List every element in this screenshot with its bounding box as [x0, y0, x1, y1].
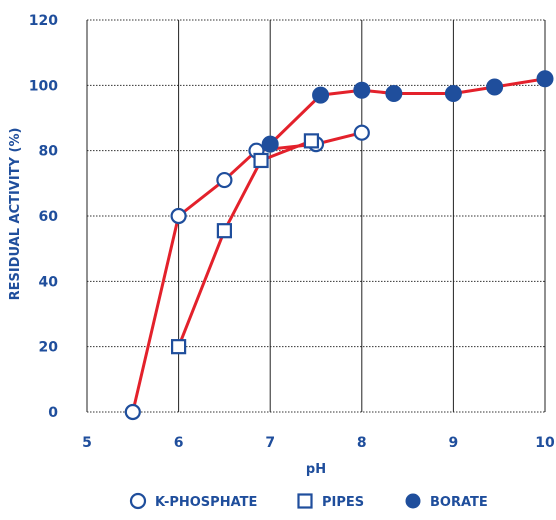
legend-item: PIPES [297, 493, 364, 510]
data-point-k-phosphate [170, 207, 187, 225]
data-point-k-phosphate [124, 403, 141, 421]
data-point-borate [385, 85, 403, 102]
data-point-pipes [216, 223, 232, 239]
series-markers [124, 70, 554, 421]
data-point-borate [312, 86, 330, 104]
series-lines [131, 77, 546, 413]
legend-marker-filled-circle-icon [405, 493, 421, 509]
y-tick-label: 0 [48, 405, 58, 421]
data-point-borate [261, 135, 279, 153]
data-point-borate [536, 70, 554, 88]
y-tick-label: 120 [29, 13, 58, 29]
legend-label: PIPES [322, 495, 364, 510]
x-tick-label: 10 [535, 435, 555, 451]
legend-marker-open-circle-icon [129, 492, 147, 510]
data-point-pipes [303, 133, 320, 149]
data-point-pipes [171, 339, 187, 355]
y-axis-label: RESIDUAL ACTIVITY (%) [8, 128, 23, 301]
series-line-pipes [177, 139, 312, 348]
x-tick-label: 9 [449, 435, 459, 451]
x-axis-label: pH [306, 462, 326, 477]
data-point-k-phosphate [216, 171, 233, 189]
tick-labels: 0 20 40 60 80 100 120 5 6 7 8 9 10 [29, 13, 555, 451]
y-tick-label: 100 [29, 78, 58, 94]
grid [86, 19, 546, 413]
legend: K-PHOSPHATE PIPES BORATE [129, 492, 488, 510]
x-tick-label: 6 [174, 435, 184, 451]
y-tick-label: 40 [39, 274, 59, 290]
legend-item: BORATE [405, 493, 488, 510]
data-point-pipes [253, 152, 269, 169]
x-tick-label: 5 [82, 435, 92, 451]
legend-label: K-PHOSPHATE [155, 495, 257, 510]
legend-marker-open-square-icon [297, 493, 313, 509]
y-tick-label: 80 [39, 144, 59, 160]
data-point-borate [444, 85, 462, 102]
data-point-borate [486, 78, 504, 96]
y-tick-label: 20 [39, 340, 59, 356]
x-tick-label: 8 [357, 435, 367, 451]
legend-label: BORATE [430, 495, 488, 510]
legend-item: K-PHOSPHATE [129, 492, 257, 510]
x-tick-label: 7 [265, 435, 275, 451]
series-line-k-phosphate [131, 131, 363, 413]
data-point-borate [353, 81, 371, 99]
y-tick-label: 60 [39, 209, 59, 225]
data-point-k-phosphate [353, 124, 370, 141]
